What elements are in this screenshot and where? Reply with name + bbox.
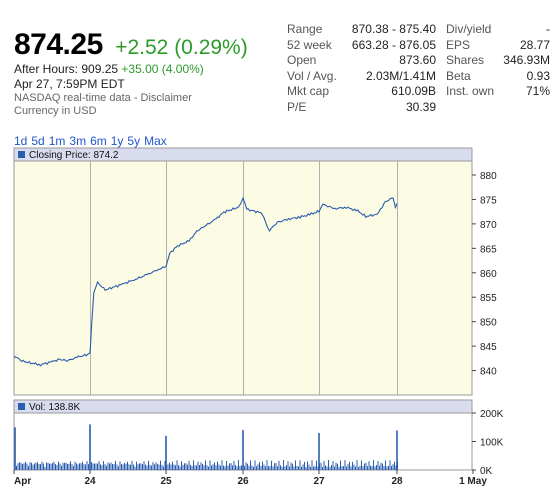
stat-value: 663.28 - 876.05 xyxy=(351,37,436,52)
range-selector: 1d 5d 1m 3m 6m 1y 5y Max xyxy=(14,134,171,148)
range-5d[interactable]: 5d xyxy=(31,134,45,148)
volume-tick-label: 0K xyxy=(480,466,493,477)
stat-row: Vol / Avg. 2.03M/1.41M xyxy=(287,69,436,85)
volume-tick-label: 200K xyxy=(480,409,504,420)
stat-row: 52 week 663.28 - 876.05 xyxy=(287,38,436,54)
as-of-time: Apr 27, 7:59PM EDT xyxy=(14,77,125,91)
stat-value: 610.09B xyxy=(391,84,436,98)
stat-label: Vol / Avg. xyxy=(287,68,337,83)
price-change: +2.52 (0.29%) xyxy=(115,36,248,59)
x-tick-label: 24 xyxy=(84,476,96,487)
x-tick-label: 25 xyxy=(160,476,172,487)
stat-label: Mkt cap xyxy=(287,84,330,98)
range-1d[interactable]: 1d xyxy=(14,134,28,148)
after-hours-change: +35.00 (4.00%) xyxy=(121,62,204,76)
price-tick-label: 845 xyxy=(480,342,497,353)
stat-row: Shares 346.93M xyxy=(446,53,550,69)
price-legend-swatch xyxy=(18,151,25,158)
stat-value: 30.39 xyxy=(405,99,436,114)
stat-label: 52 week xyxy=(287,37,332,52)
range-3m[interactable]: 3m xyxy=(69,134,87,148)
stat-row: Beta 0.93 xyxy=(446,69,550,85)
stat-row: Inst. own 71% xyxy=(446,84,550,100)
volume-tick-label: 100K xyxy=(480,438,504,449)
x-tick-label: Apr xyxy=(14,476,31,487)
x-tick-label: 27 xyxy=(313,476,325,487)
volume-legend-swatch xyxy=(18,403,25,410)
stat-row: P/E 30.39 xyxy=(287,100,436,116)
volume-legend-bar xyxy=(13,399,473,414)
stat-label: Shares xyxy=(446,53,485,67)
x-tick-label: 26 xyxy=(237,476,249,487)
price-series-line xyxy=(13,196,398,367)
stat-value: 71% xyxy=(525,84,550,98)
range-1y[interactable]: 1y xyxy=(110,134,124,148)
stats-right: Div/yield - EPS 28.77 Shares 346.93M Beta 0.93 I… xyxy=(446,22,550,100)
stat-row: Mkt cap 610.09B xyxy=(287,84,436,100)
price-tick-label: 840 xyxy=(480,367,497,378)
stat-value: 346.93M xyxy=(503,53,550,67)
price-tick-label: 855 xyxy=(480,293,497,304)
data-disclaimer[interactable]: NASDAQ real-time data - Disclaimer xyxy=(14,92,192,104)
stat-value: - xyxy=(546,22,550,36)
stat-row: Range 870.38 - 875.40 xyxy=(287,22,436,38)
price-tick-label: 865 xyxy=(480,244,497,255)
stat-label: Open xyxy=(287,53,317,67)
quote-header: 874.25 +2.52 (0.29%) xyxy=(14,28,248,62)
volume-legend: Vol: 138.8K xyxy=(29,402,80,413)
stat-value: 2.03M/1.41M xyxy=(365,68,436,83)
stat-row: Open 873.60 xyxy=(287,53,436,69)
range-6m[interactable]: 6m xyxy=(90,134,107,148)
stat-value: 0.93 xyxy=(526,68,550,83)
currency-note: Currency in USD xyxy=(14,105,97,117)
stat-label: Range xyxy=(287,22,323,36)
price-tick-label: 870 xyxy=(480,220,497,231)
stat-label: P/E xyxy=(287,99,307,114)
stat-label: Div/yield xyxy=(446,22,492,36)
stat-value: 28.77 xyxy=(519,37,550,52)
stat-value: 873.60 xyxy=(399,53,436,67)
after-hours-price: After Hours: 909.25 xyxy=(14,62,119,76)
stats-left: Range 870.38 - 875.40 52 week 663.28 - 876.… xyxy=(287,22,436,115)
current-price: 874.25 xyxy=(14,28,103,61)
price-tick-label: 850 xyxy=(480,318,497,329)
stat-row: EPS 28.77 xyxy=(446,38,550,54)
range-max[interactable]: Max xyxy=(144,134,167,148)
range-5y[interactable]: 5y xyxy=(127,134,141,148)
stat-label: Beta xyxy=(446,68,471,83)
stat-row: Div/yield - xyxy=(446,22,550,38)
stat-label: Inst. own xyxy=(446,84,495,98)
price-tick-label: 860 xyxy=(480,269,497,280)
price-legend: Closing Price: 874.2 xyxy=(29,150,119,161)
price-tick-label: 880 xyxy=(480,171,497,182)
x-tick-label: 28 xyxy=(391,476,403,487)
price-tick-label: 875 xyxy=(480,195,497,206)
after-hours: After Hours: 909.25 +35.00 (4.00%) xyxy=(14,62,204,76)
stat-label: EPS xyxy=(446,37,471,52)
range-1m[interactable]: 1m xyxy=(48,134,66,148)
x-tick-label: 1 May xyxy=(459,476,487,487)
stat-value: 870.38 - 875.40 xyxy=(351,22,436,36)
